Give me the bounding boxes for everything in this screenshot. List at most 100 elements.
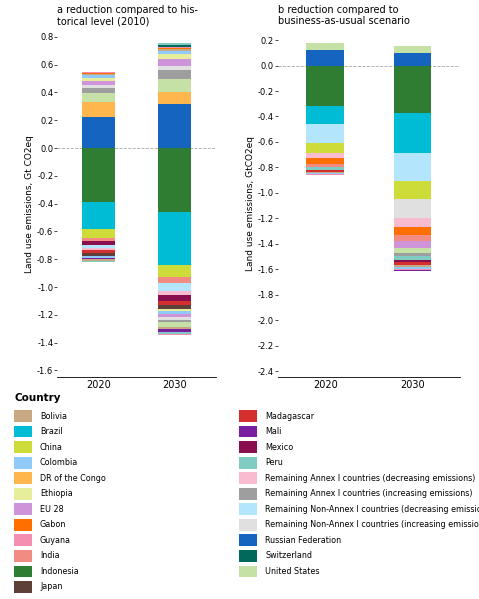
Text: United States: United States xyxy=(265,567,320,576)
FancyBboxPatch shape xyxy=(240,488,257,500)
Text: Mexico: Mexico xyxy=(265,443,294,452)
Bar xyxy=(158,49,191,51)
Bar xyxy=(158,320,191,322)
FancyBboxPatch shape xyxy=(14,441,32,453)
Text: Japan: Japan xyxy=(40,582,62,591)
Text: India: India xyxy=(40,551,59,560)
Bar xyxy=(158,78,191,92)
Bar xyxy=(158,51,191,53)
Bar xyxy=(394,218,431,227)
Bar xyxy=(307,175,344,176)
Bar xyxy=(394,253,431,256)
Bar xyxy=(307,65,344,106)
FancyBboxPatch shape xyxy=(14,565,32,577)
Text: Remaining Non-Annex I countries (increasing emissions): Remaining Non-Annex I countries (increas… xyxy=(265,521,479,530)
Bar xyxy=(307,170,344,171)
FancyBboxPatch shape xyxy=(240,550,257,562)
Bar xyxy=(82,85,115,87)
Text: Remaining Non-Annex I countries (decreasing emissions): Remaining Non-Annex I countries (decreas… xyxy=(265,505,479,514)
Bar xyxy=(82,258,115,259)
Text: Ethiopia: Ethiopia xyxy=(40,489,73,498)
FancyBboxPatch shape xyxy=(240,426,257,437)
Bar xyxy=(82,74,115,75)
Bar xyxy=(394,267,431,268)
Text: DR of the Congo: DR of the Congo xyxy=(40,474,106,483)
Bar xyxy=(394,265,431,267)
Bar xyxy=(394,259,431,262)
Bar xyxy=(82,93,115,102)
Text: Country: Country xyxy=(14,393,61,403)
Bar xyxy=(307,143,344,153)
Text: Russian Federation: Russian Federation xyxy=(265,536,342,545)
Bar xyxy=(158,295,191,301)
Bar xyxy=(82,241,115,246)
Bar xyxy=(158,331,191,334)
Bar xyxy=(82,246,115,248)
Bar xyxy=(158,329,191,331)
Bar xyxy=(82,259,115,261)
Text: Peru: Peru xyxy=(265,458,283,467)
FancyBboxPatch shape xyxy=(14,426,32,437)
Bar xyxy=(158,48,191,49)
Bar xyxy=(82,261,115,262)
Bar xyxy=(82,202,115,229)
Bar xyxy=(307,43,344,50)
Bar xyxy=(158,47,191,48)
Bar xyxy=(158,148,191,212)
Bar xyxy=(158,70,191,78)
Bar xyxy=(158,317,191,320)
Bar xyxy=(82,81,115,85)
Bar xyxy=(158,265,191,277)
FancyBboxPatch shape xyxy=(14,457,32,468)
Text: Gabon: Gabon xyxy=(40,521,67,530)
Bar xyxy=(158,291,191,295)
Bar xyxy=(82,253,115,256)
FancyBboxPatch shape xyxy=(240,503,257,515)
Bar xyxy=(158,92,191,104)
Text: Madagascar: Madagascar xyxy=(265,412,314,420)
Bar xyxy=(82,229,115,238)
Bar xyxy=(158,314,191,317)
Text: EU 28: EU 28 xyxy=(40,505,64,514)
Bar xyxy=(82,250,115,253)
Bar xyxy=(307,50,344,65)
Bar xyxy=(82,248,115,250)
Text: a reduction compared to his-
torical level (2010): a reduction compared to his- torical lev… xyxy=(57,5,198,26)
FancyBboxPatch shape xyxy=(14,473,32,484)
Bar xyxy=(394,199,431,218)
Bar xyxy=(158,66,191,70)
Bar xyxy=(394,53,431,65)
Bar xyxy=(307,171,344,173)
Bar xyxy=(394,113,431,153)
Bar xyxy=(82,75,115,78)
Bar xyxy=(307,164,344,167)
FancyBboxPatch shape xyxy=(240,473,257,484)
Bar xyxy=(158,43,191,44)
Bar xyxy=(394,247,431,253)
Bar xyxy=(158,53,191,59)
Text: Remaining Annex I countries (decreasing emissions): Remaining Annex I countries (decreasing … xyxy=(265,474,476,483)
Bar xyxy=(394,65,431,113)
Bar xyxy=(307,106,344,124)
Text: Colombia: Colombia xyxy=(40,458,78,467)
Bar xyxy=(82,102,115,117)
Text: Remaining Annex I countries (increasing emissions): Remaining Annex I countries (increasing … xyxy=(265,489,473,498)
Bar xyxy=(158,305,191,308)
Text: Brazil: Brazil xyxy=(40,427,63,436)
Bar xyxy=(158,283,191,291)
FancyBboxPatch shape xyxy=(240,519,257,531)
Y-axis label: Land use emissions, GtCO2eq: Land use emissions, GtCO2eq xyxy=(246,136,255,271)
Bar xyxy=(158,326,191,329)
Bar xyxy=(394,235,431,241)
Bar xyxy=(158,44,191,46)
Bar xyxy=(82,72,115,73)
Bar xyxy=(158,46,191,47)
FancyBboxPatch shape xyxy=(240,410,257,422)
FancyBboxPatch shape xyxy=(14,488,32,500)
Bar xyxy=(158,322,191,326)
Bar xyxy=(158,104,191,148)
Bar xyxy=(82,256,115,258)
Bar xyxy=(158,308,191,311)
Bar xyxy=(394,227,431,235)
Bar xyxy=(394,47,431,53)
